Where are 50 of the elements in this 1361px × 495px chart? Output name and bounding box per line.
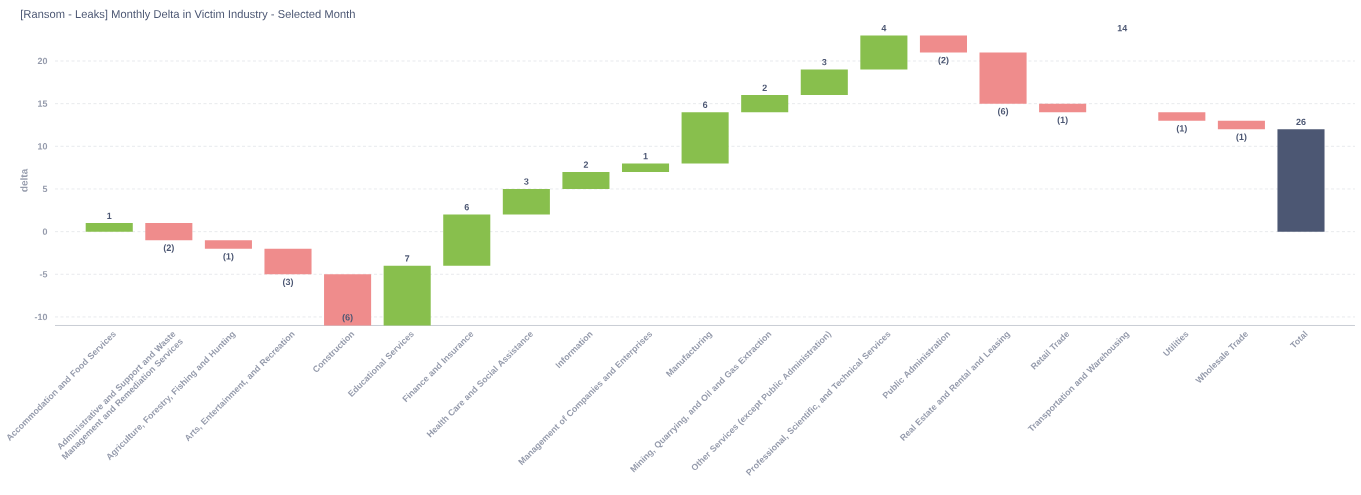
data-label: (2) [163,244,174,253]
data-label: (6) [342,313,353,323]
bar [1039,103,1087,113]
bar [324,274,372,326]
bar [800,69,848,96]
data-label: 6 [464,204,469,211]
bar [919,35,967,53]
bar [741,95,789,113]
data-label: 6 [702,101,708,108]
y-tick-label: 0 [42,228,48,235]
y-axis-title: delta [20,168,28,192]
bar [264,248,312,275]
bar [979,52,1027,104]
data-label: 1 [643,152,648,160]
y-tick-label: 15 [38,100,48,107]
data-label: (1) [1236,133,1247,142]
bar [1277,129,1325,232]
data-label: (1) [1057,116,1068,125]
data-label: (3) [282,278,294,287]
bar [204,240,252,249]
data-label: 3 [821,58,827,66]
data-label: (2) [938,56,949,66]
text: 14 [1117,25,1128,32]
y-tick-label: 20 [37,57,48,65]
data-label: (6) [998,107,1009,117]
bar [383,265,431,326]
bar [502,188,550,215]
bar [621,163,670,172]
bar [145,223,193,241]
data-label: 1 [107,212,112,219]
data-label: 7 [405,255,410,262]
bar [1217,120,1265,130]
y-tick-label: 5 [42,185,48,193]
data-label: 4 [881,25,887,32]
bar [1158,112,1206,121]
bar [860,35,908,70]
data-label: (1) [223,252,234,262]
data-label: (1) [1176,124,1187,134]
annotation: 26 [1296,118,1306,126]
y-tick-label: -5 [39,271,48,278]
bar [85,223,133,232]
y-tick-label: -10 [34,313,48,321]
data-label: 2 [762,84,767,91]
data-label: 2 [583,161,589,168]
y-tick-label: 10 [38,143,48,150]
data-label: 3 [524,178,529,185]
bar [562,171,610,189]
bar [443,214,491,266]
bar [681,112,729,164]
chart-title: [Ransom - Leaks] Monthly Delta in Victim Industry - Selected Month [21,9,355,21]
